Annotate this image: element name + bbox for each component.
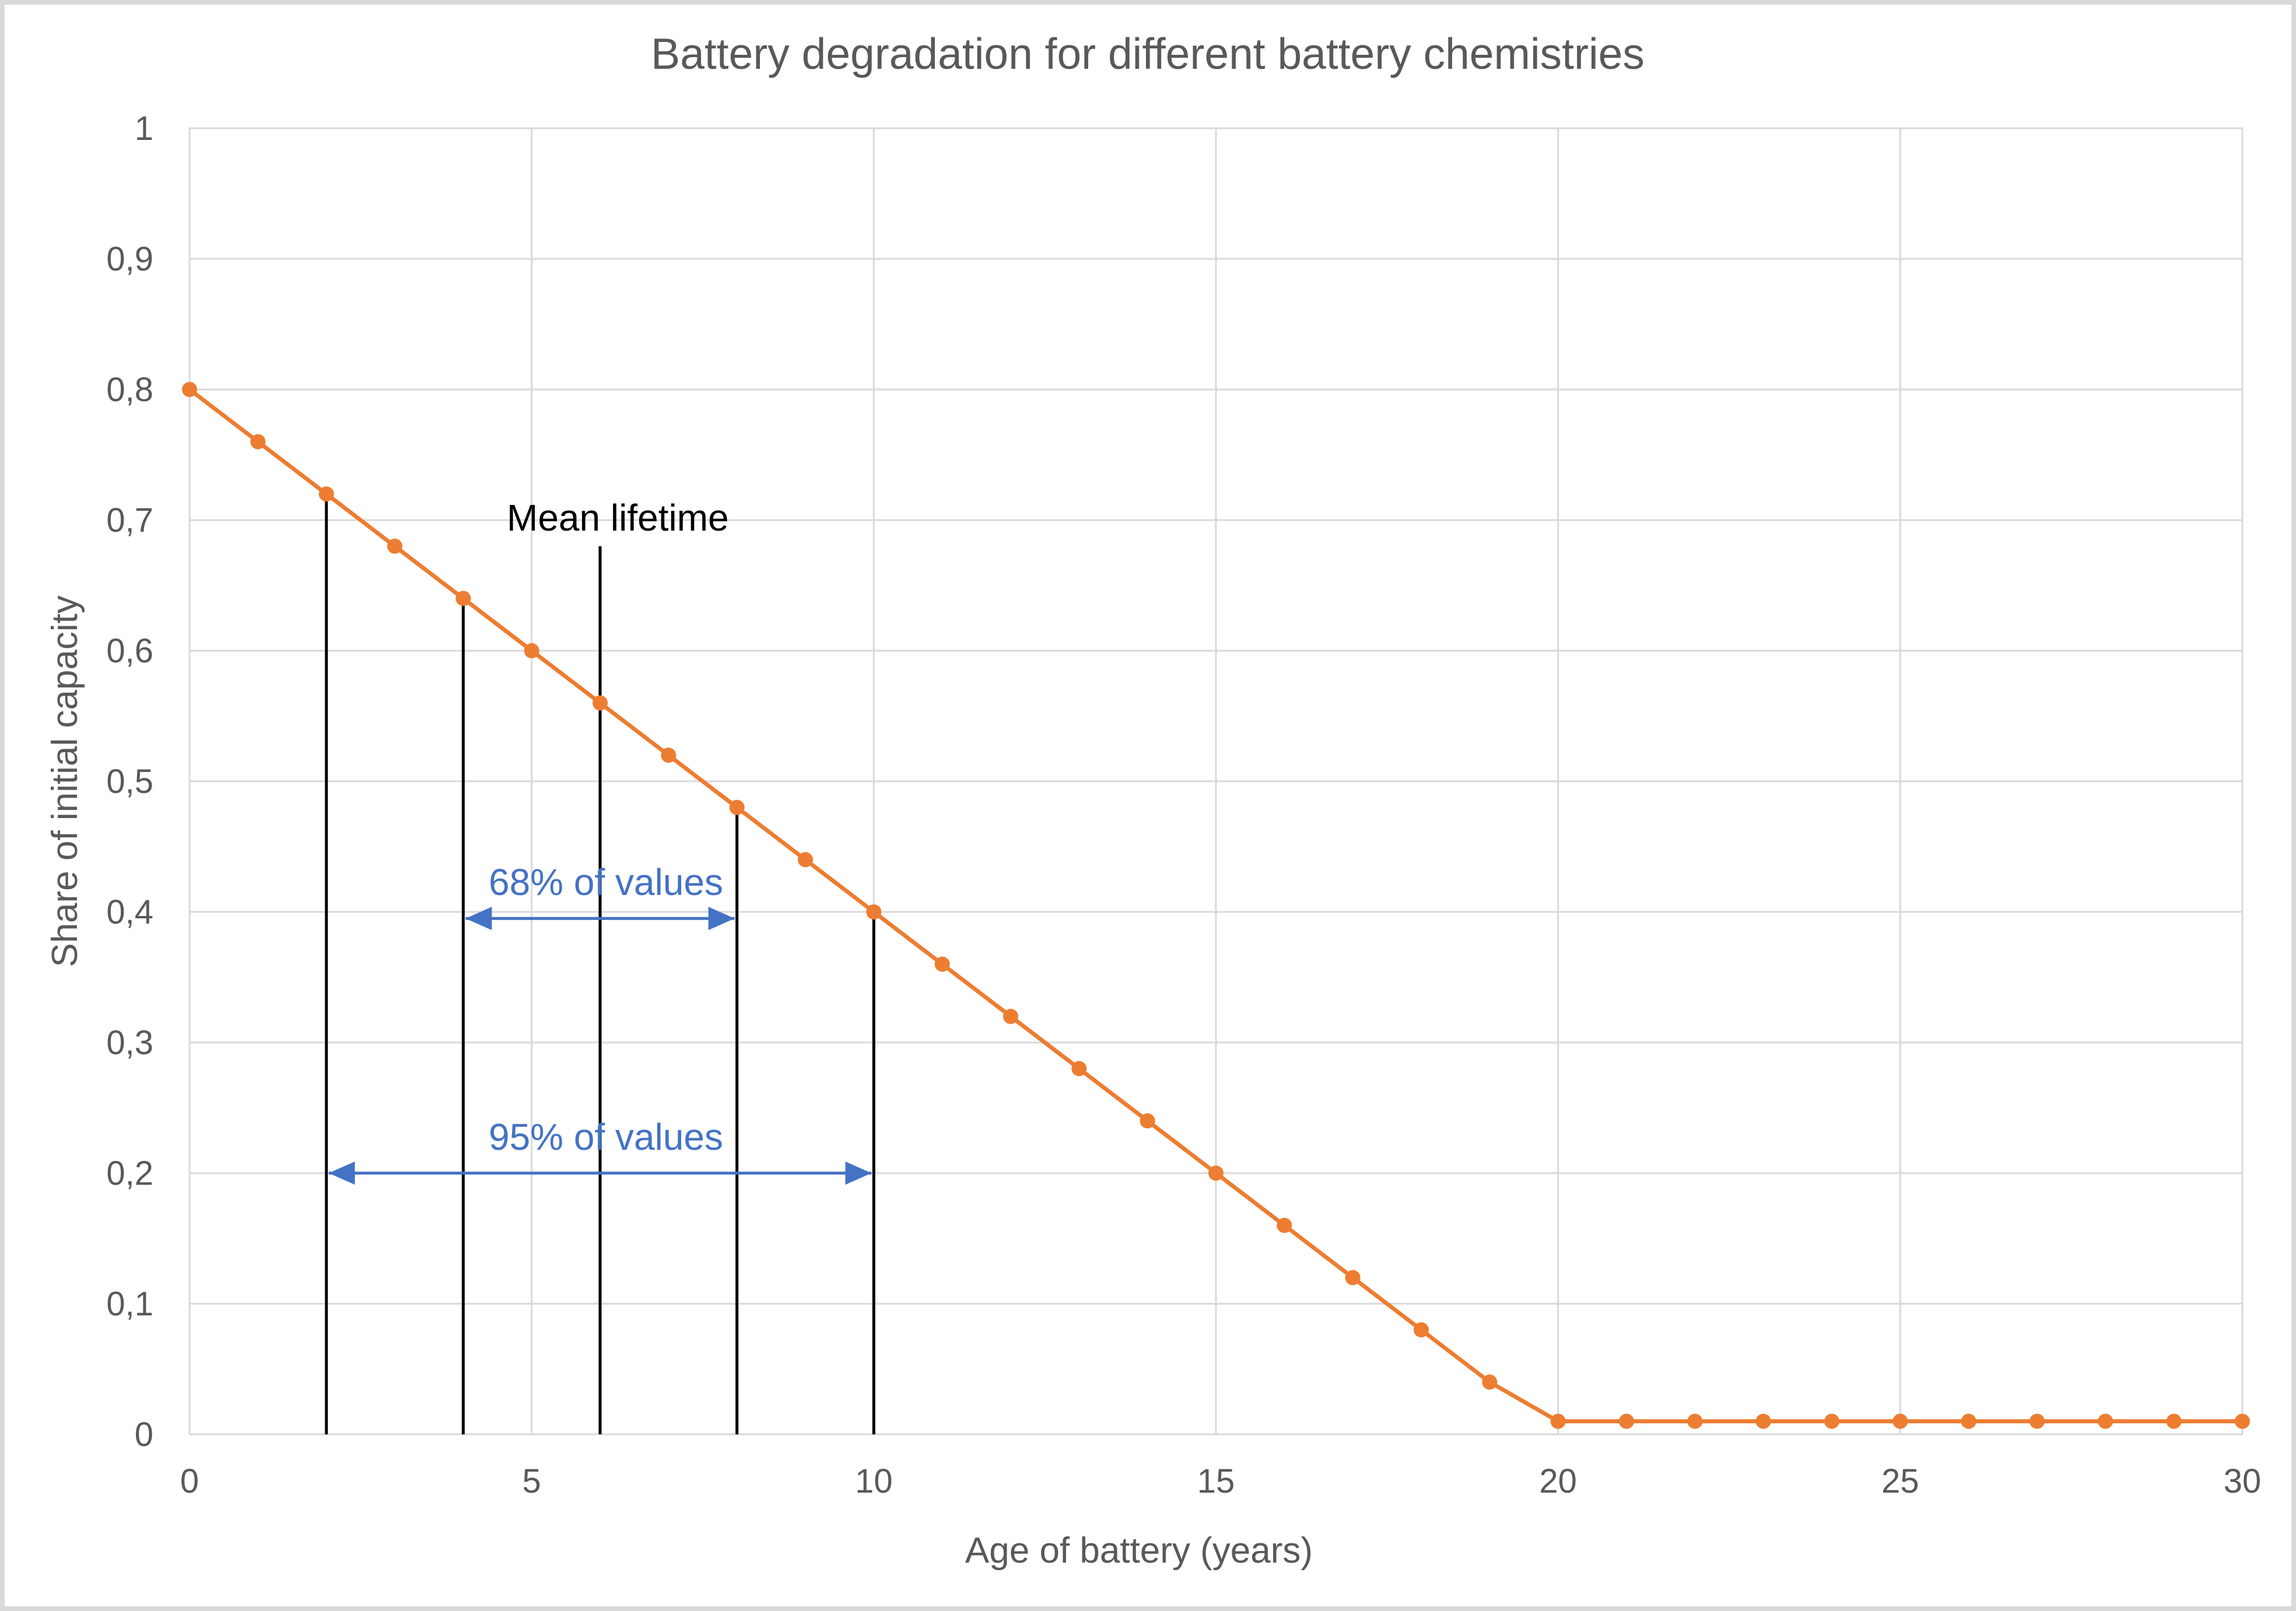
data-point <box>318 486 334 502</box>
data-point <box>1414 1322 1429 1338</box>
data-point <box>1961 1413 1976 1429</box>
x-tick-label: 10 <box>855 1462 893 1500</box>
x-axis-label: Age of battery (years) <box>965 1531 1313 1571</box>
data-point <box>661 747 676 763</box>
data-point <box>1482 1374 1498 1390</box>
chart-title: Battery degradation for different batter… <box>651 29 1645 78</box>
y-tick-label: 0 <box>135 1416 153 1454</box>
data-point <box>387 538 402 554</box>
data-point <box>1345 1270 1361 1286</box>
y-tick-label: 0,1 <box>106 1285 153 1323</box>
data-point <box>250 434 266 450</box>
mean-lifetime-label: Mean lifetime <box>507 497 729 539</box>
y-tick-label: 0,9 <box>106 240 153 278</box>
gridlines <box>188 127 2244 1435</box>
data-point <box>934 956 950 972</box>
y-tick-label: 0,3 <box>106 1024 153 1062</box>
data-point <box>455 591 471 606</box>
x-tick-label: 25 <box>1881 1462 1919 1500</box>
y-tick-label: 0,4 <box>106 893 153 931</box>
data-point <box>1824 1413 1839 1429</box>
y-tick-label: 0,5 <box>106 763 153 801</box>
tick-labels: 00,10,20,30,40,50,60,70,80,910 5 10 15 20 25 3… <box>106 110 2261 1500</box>
data-point <box>798 852 813 868</box>
data-point <box>1277 1217 1292 1233</box>
data-point <box>2235 1413 2250 1429</box>
y-tick-label: 0,7 <box>106 501 153 539</box>
y-axis-label: Share of initial capacity <box>45 595 85 967</box>
y-tick-label: 0,2 <box>106 1154 153 1192</box>
range-label-68: 68% of values <box>489 861 723 903</box>
data-point <box>2029 1413 2045 1429</box>
data-point <box>1619 1413 1634 1429</box>
data-point <box>1003 1009 1018 1024</box>
data-point <box>593 695 608 711</box>
data-point <box>2098 1413 2113 1429</box>
data-point <box>1208 1166 1224 1181</box>
x-tick-label: 20 <box>1539 1462 1577 1500</box>
data-point <box>1140 1113 1155 1129</box>
data-point <box>866 904 882 919</box>
data-point <box>1755 1413 1771 1429</box>
y-tick-label: 0,8 <box>106 371 153 409</box>
x-tick-label: 5 <box>523 1462 541 1500</box>
y-tick-label: 1 <box>135 110 153 148</box>
data-point <box>182 382 197 397</box>
data-point <box>729 799 745 815</box>
range-label-95: 95% of values <box>489 1116 723 1158</box>
y-tick-label: 0,6 <box>106 632 153 670</box>
x-tick-label: 15 <box>1197 1462 1235 1500</box>
annotation-lines <box>325 494 875 1434</box>
data-point <box>1071 1061 1087 1076</box>
series <box>182 382 2250 1429</box>
data-point <box>524 643 539 658</box>
data-point <box>1892 1413 1908 1429</box>
data-point <box>2166 1413 2182 1429</box>
x-tick-label: 0 <box>180 1462 199 1500</box>
range-arrows <box>328 907 872 1185</box>
data-point <box>1550 1413 1566 1429</box>
x-tick-label: 30 <box>2224 1462 2262 1500</box>
data-point <box>1687 1413 1703 1429</box>
